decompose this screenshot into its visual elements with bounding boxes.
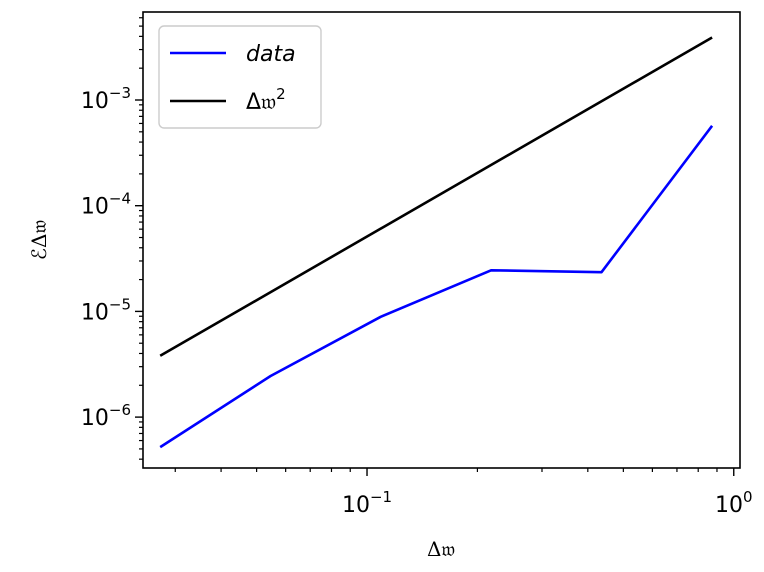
legend-label-dw2-sup: 2 (276, 85, 286, 103)
y-ticks: 10−6 10−5 10−4 10−3 (81, 84, 143, 431)
x-ticks: 10−1 100 (342, 468, 753, 518)
series-line-0 (159, 125, 714, 449)
legend-label-data: data (246, 42, 296, 67)
x-axis-label: Δ𝔴 (427, 537, 455, 561)
series-line-1 (159, 36, 713, 357)
legend-label-dw2-base: Δ𝔴 (246, 90, 276, 115)
x-tick-label: 10−1 (342, 488, 392, 518)
x-tick-label: 100 (715, 488, 753, 518)
y-tick-label: 10−4 (81, 190, 131, 220)
y-tick-label: 10−6 (81, 401, 131, 431)
plot-frame (142, 11, 741, 469)
series-layer (159, 36, 714, 449)
legend-box (158, 25, 322, 129)
y-tick-label: 10−5 (81, 295, 131, 325)
y-axis-label: ℰΔ𝔴 (27, 220, 51, 260)
legend: data Δ𝔴2 (158, 25, 322, 129)
legend-label-dw2: Δ𝔴2 (246, 85, 286, 115)
y-tick-label: 10−3 (81, 84, 131, 114)
